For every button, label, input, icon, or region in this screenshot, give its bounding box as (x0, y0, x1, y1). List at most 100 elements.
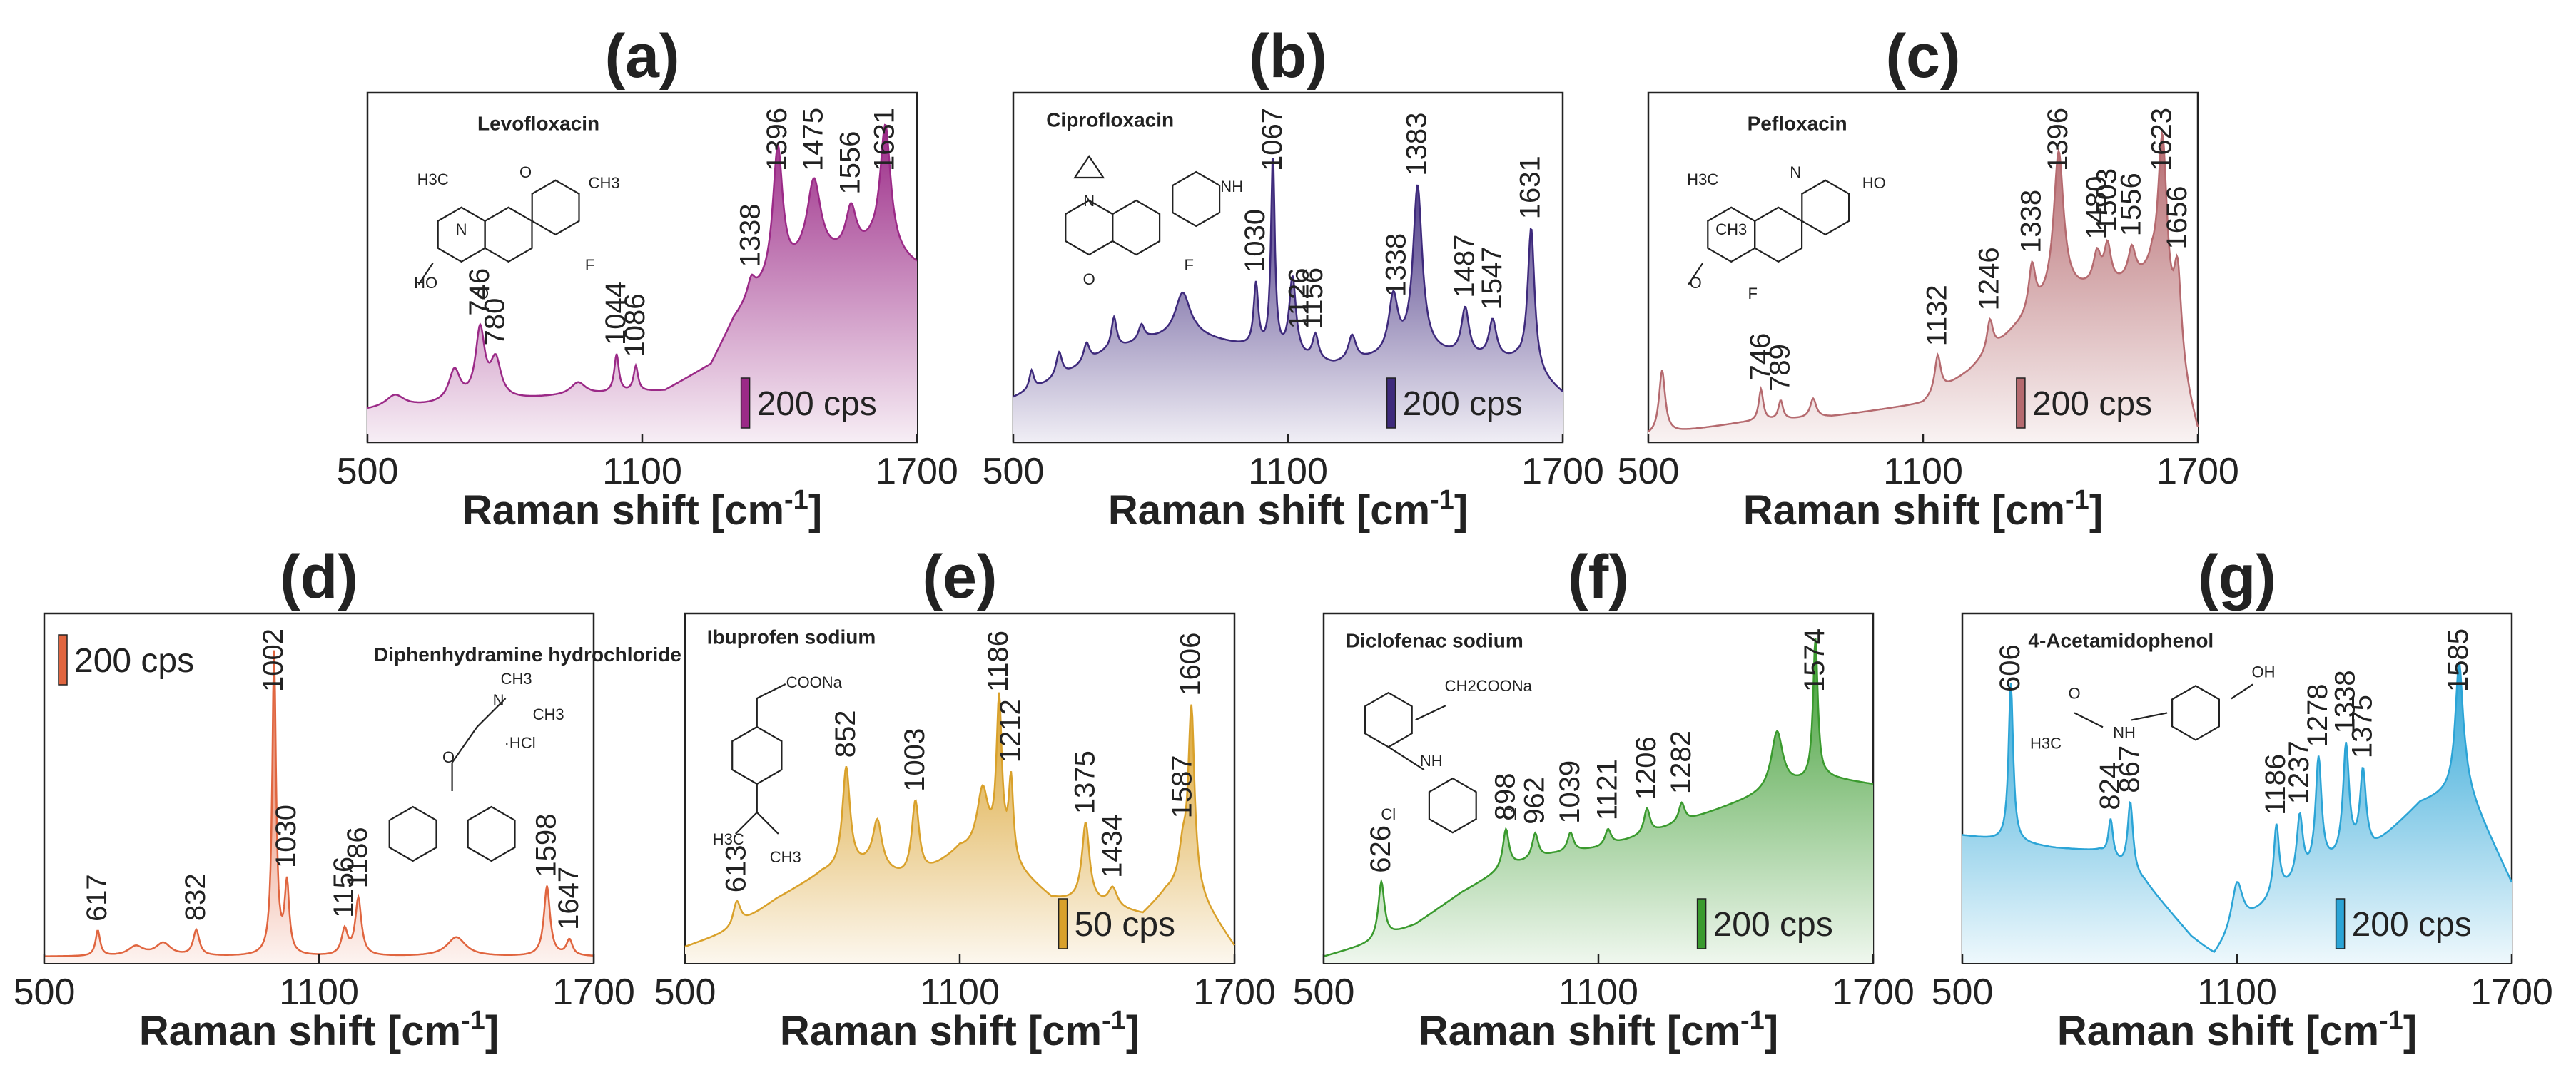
spectrum-line (367, 123, 918, 409)
ring (1073, 155, 1105, 179)
peak-label: 746 (1745, 333, 1776, 381)
atom-label: OH (2252, 663, 2276, 681)
peak-label: 1186 (983, 631, 1014, 692)
atom-label: H3C (417, 170, 449, 188)
x-tick-label: 1100 (1558, 972, 1638, 1013)
x-axis-title: Raman shift [cm-1] (462, 485, 822, 534)
ring (1428, 777, 1477, 834)
scale-bar-label: 200 cps (74, 642, 194, 680)
molecular-structure: N NH O F (1065, 155, 1243, 288)
spectrum-line (1962, 662, 2513, 953)
peak-label: 832 (180, 873, 211, 921)
atom-label: ·HCl (504, 734, 536, 752)
peak-label: 1547 (1476, 247, 1508, 310)
atom-label: F (1748, 285, 1757, 302)
peak-label: 852 (830, 710, 861, 758)
bond (1388, 746, 1425, 771)
spectrum-area (685, 692, 1234, 963)
atom-label: N (1790, 163, 1801, 181)
peak-label: 824 (2094, 763, 2126, 810)
spectrum-area (1324, 638, 1873, 963)
molecular-structure: COONa H3C CH3 (713, 673, 843, 866)
scale-bar (1058, 898, 1068, 949)
atom-label: O (519, 163, 532, 181)
x-tick-label: 1700 (2156, 451, 2239, 492)
spectrum-line (1323, 638, 1874, 957)
x-axis-title: Raman shift [cm-1] (1419, 1006, 1778, 1054)
peak-label: 1587 (1166, 755, 1197, 818)
spectrum-line (1648, 130, 2199, 432)
bond (451, 726, 478, 763)
peak-label: 1237 (2283, 740, 2315, 804)
x-tick-label: 1100 (1883, 451, 1963, 492)
spectrum-area (367, 125, 917, 442)
peak-label: 1003 (899, 728, 930, 792)
peak-label: 1206 (1631, 736, 1662, 800)
scale-bar-label: 200 cps (2352, 906, 2472, 944)
peak-label: 1585 (2443, 628, 2474, 692)
peak-label: 613 (721, 845, 752, 892)
peak-label: 1086 (619, 293, 651, 357)
compound-name: 4-Acetamidophenol (2028, 629, 2214, 651)
panel-label: (e) (922, 543, 997, 611)
x-tick-label: 1700 (2470, 972, 2553, 1013)
scale-bar (2016, 377, 2026, 429)
compound-name: Ibuprofen sodium (707, 626, 876, 648)
bond (756, 812, 779, 835)
ring (388, 805, 437, 862)
atom-label: CH3 (770, 848, 801, 866)
molecular-structure: H3C N CH3 HO O F (1687, 163, 1886, 302)
x-tick-label: 500 (1293, 972, 1355, 1013)
atom-label: N (456, 220, 467, 238)
atom-label: N (1083, 192, 1095, 210)
panel-label: (b) (1249, 22, 1327, 91)
x-tick-label: 1100 (1248, 451, 1328, 492)
panel-label: (g) (2198, 543, 2276, 611)
atom-label: COONa (786, 673, 843, 691)
peak-label: 1631 (1515, 156, 1546, 219)
panel-label: (c) (1885, 22, 1960, 91)
peak-label: 1002 (258, 628, 289, 692)
molecular-structure: CH2COONa NH Cl Cl (1364, 677, 1533, 834)
atom-label: CH3 (533, 705, 564, 723)
peak-label: 746 (464, 268, 495, 316)
peak-label: 898 (1489, 773, 1521, 820)
compound-name: Diclofenac sodium (1346, 629, 1523, 651)
peak-label: 1186 (2260, 754, 2291, 815)
x-tick-label: 1700 (876, 451, 958, 492)
x-tick-label: 500 (14, 972, 76, 1013)
peak-label: 1396 (2042, 108, 2074, 171)
x-tick-label: 500 (1618, 451, 1680, 492)
peak-label: 1156 (328, 857, 360, 918)
peak-label: 1067 (1257, 108, 1288, 171)
x-tick-label: 1700 (552, 972, 635, 1013)
molecular-structure: CH3 N CH3 ·HCl O (388, 670, 564, 862)
peak-label: 1186 (342, 827, 373, 888)
peak-label: 1656 (2161, 186, 2193, 250)
compound-name: Ciprofloxacin (1046, 108, 1174, 131)
ring (2171, 685, 2220, 741)
peak-label: 1030 (270, 805, 302, 868)
peak-label: 1503 (2091, 168, 2123, 232)
atom-label: H3C (713, 830, 744, 848)
atom-label: H3C (2030, 734, 2062, 752)
x-axis-title: Raman shift [cm-1] (1743, 485, 2103, 534)
x-tick-label: 1700 (1521, 451, 1604, 492)
peak-label: 1487 (1449, 235, 1480, 298)
peak-label: 1132 (1922, 285, 1953, 346)
spectrum-area (1962, 663, 2512, 963)
peak-label: 1212 (995, 699, 1026, 763)
panel-label: (d) (280, 543, 358, 611)
ring (531, 179, 580, 236)
peak-label: 1647 (553, 867, 584, 930)
peak-label: 1574 (1799, 628, 1830, 692)
molecular-structure: H3C O N CH3 HO O F (414, 163, 620, 302)
ring (467, 805, 516, 862)
atom-label: NH (2113, 723, 2136, 741)
peak-label: 1044 (600, 282, 632, 345)
peak-label: 1375 (1069, 750, 1100, 814)
atom-label: NH (1420, 752, 1443, 770)
